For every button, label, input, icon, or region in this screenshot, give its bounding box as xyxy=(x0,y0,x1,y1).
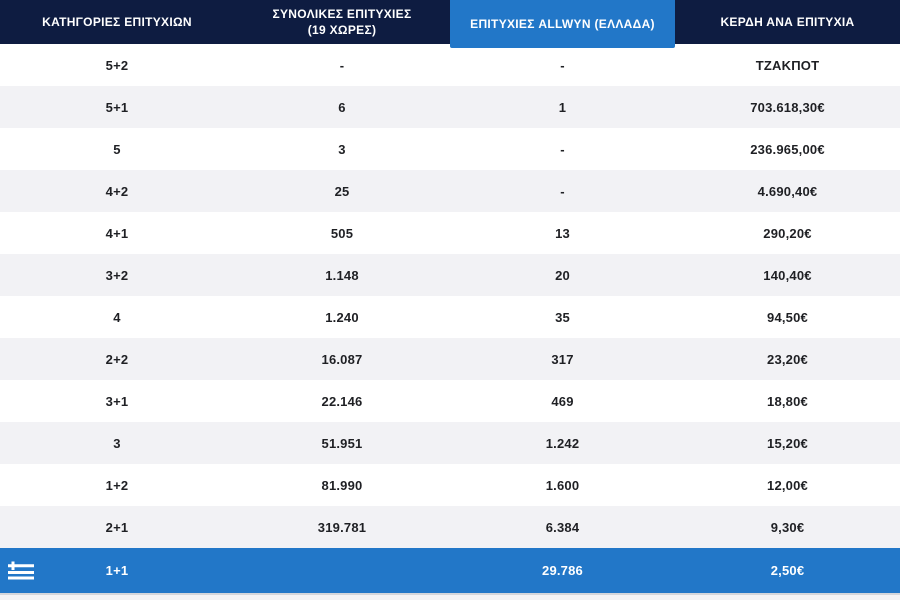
cell-prize: 236.965,00€ xyxy=(750,141,825,157)
cell-category: 5+1 xyxy=(105,99,129,115)
cell-category: 4 xyxy=(113,309,121,325)
cell-allwyn: 6.384 xyxy=(545,519,580,535)
cell-category: 3+2 xyxy=(105,267,129,283)
cell-category: 3+1 xyxy=(105,393,129,409)
cell-allwyn: - xyxy=(560,57,565,73)
cell-total: 16.087 xyxy=(321,351,363,367)
cell-total: 22.146 xyxy=(321,393,363,409)
cell-total: 3 xyxy=(338,141,346,157)
table-row: 4 1.240 35 94,50€ xyxy=(0,296,900,338)
cell-prize: 18,80€ xyxy=(767,393,808,409)
cell-total: 1.148 xyxy=(325,267,359,283)
table-row: 5+2 - - ΤΖΑΚΠΟΤ xyxy=(0,44,900,86)
cell-total: - xyxy=(339,57,345,73)
column-header-label: ΣΥΝΟΛΙΚΕΣ ΕΠΙΤΥΧΙΕΣ xyxy=(272,6,412,21)
table-row: 1+2 81.990 1.600 12,00€ xyxy=(0,464,900,506)
table-row: 3+2 1.148 20 140,40€ xyxy=(0,254,900,296)
cell-category: 3 xyxy=(113,435,121,451)
cell-total: 1.240 xyxy=(325,309,359,325)
table-row: 3 51.951 1.242 15,20€ xyxy=(0,422,900,464)
greek-flag-icon xyxy=(7,561,34,580)
table-body: 5+2 - - ΤΖΑΚΠΟΤ 5+1 6 1 703.618,30€ 5 3 - 236.965,0… xyxy=(0,44,900,548)
cell-prize: ΤΖΑΚΠΟΤ xyxy=(755,57,820,73)
highlight-row-1plus1: 1+1 29.786 2,50€ xyxy=(0,548,900,593)
cell-category: 2+2 xyxy=(105,351,129,367)
cell-allwyn: 29.786 xyxy=(542,563,583,578)
cell-allwyn: 13 xyxy=(555,225,570,241)
table-row: 5+1 6 1 703.618,30€ xyxy=(0,86,900,128)
cell-prize: 94,50€ xyxy=(767,309,808,325)
table-header: ΚΑΤΗΓΟΡΙΕΣ ΕΠΙΤΥΧΙΩΝ ΣΥΝΟΛΙΚΕΣ ΕΠΙΤΥΧΙΕΣ… xyxy=(0,0,900,48)
cell-prize: 2,50€ xyxy=(770,563,805,578)
cell-prize: 140,40€ xyxy=(763,267,812,283)
bottom-divider xyxy=(0,593,900,600)
cell-prize: 290,20€ xyxy=(763,225,812,241)
column-header-categories: ΚΑΤΗΓΟΡΙΕΣ ΕΠΙΤΥΧΙΩΝ xyxy=(0,0,234,44)
cell-total: 505 xyxy=(330,225,354,241)
cell-category: 5+2 xyxy=(105,57,129,73)
cell-allwyn: 1 xyxy=(558,99,567,115)
cell-prize: 9,30€ xyxy=(770,519,805,535)
cell-total: 319.781 xyxy=(317,519,367,535)
cell-allwyn: 20 xyxy=(555,267,570,283)
cell-prize: 703.618,30€ xyxy=(750,99,825,115)
cell-category: 4+1 xyxy=(105,225,129,241)
table-row: 3+1 22.146 469 18,80€ xyxy=(0,380,900,422)
cell-total: 25 xyxy=(334,183,350,199)
table-row: 2+1 319.781 6.384 9,30€ xyxy=(0,506,900,548)
table-row: 4+1 505 13 290,20€ xyxy=(0,212,900,254)
cell-allwyn: - xyxy=(560,183,565,199)
cell-total: 51.951 xyxy=(321,435,363,451)
cell-category: 1+2 xyxy=(105,477,129,493)
cell-category: 2+1 xyxy=(105,519,129,535)
column-header-total-wins: ΣΥΝΟΛΙΚΕΣ ΕΠΙΤΥΧΙΕΣ (19 ΧΩΡΕΣ) xyxy=(234,0,450,44)
column-header-allwyn-tab[interactable]: ΕΠΙΤΥΧΙΕΣ ALLWYN (ΕΛΛΑΔΑ) xyxy=(450,0,675,48)
cell-allwyn: 35 xyxy=(555,309,570,325)
cell-total xyxy=(234,548,450,593)
column-header-prize: ΚΕΡΔΗ ΑΝΑ ΕΠΙΤΥΧΙΑ xyxy=(675,0,900,44)
column-header-label: ΚΕΡΔΗ ΑΝΑ ΕΠΙΤΥΧΙΑ xyxy=(720,14,855,29)
column-header-label: ΕΠΙΤΥΧΙΕΣ ALLWYN (ΕΛΛΑΔΑ) xyxy=(470,16,655,31)
cell-allwyn: - xyxy=(560,141,565,157)
cell-total: 6 xyxy=(338,99,346,115)
cell-allwyn: 469 xyxy=(551,393,574,409)
cell-prize: 23,20€ xyxy=(767,351,808,367)
cell-allwyn: 1.242 xyxy=(545,435,580,451)
cell-allwyn: 1.600 xyxy=(545,477,580,493)
cell-prize: 4.690,40€ xyxy=(757,183,818,199)
cell-category: 5 xyxy=(113,141,121,157)
table-row: 4+2 25 - 4.690,40€ xyxy=(0,170,900,212)
cell-allwyn: 317 xyxy=(551,351,574,367)
column-header-sublabel: (19 ΧΩΡΕΣ) xyxy=(307,23,377,37)
table-row: 2+2 16.087 317 23,20€ xyxy=(0,338,900,380)
table-row: 5 3 - 236.965,00€ xyxy=(0,128,900,170)
cell-category: 1+1 xyxy=(105,563,129,578)
cell-total: 81.990 xyxy=(321,477,363,493)
cell-prize: 12,00€ xyxy=(767,477,808,493)
cell-category: 4+2 xyxy=(105,183,129,199)
cell-prize: 15,20€ xyxy=(767,435,808,451)
column-header-label: ΚΑΤΗΓΟΡΙΕΣ ΕΠΙΤΥΧΙΩΝ xyxy=(42,14,192,29)
